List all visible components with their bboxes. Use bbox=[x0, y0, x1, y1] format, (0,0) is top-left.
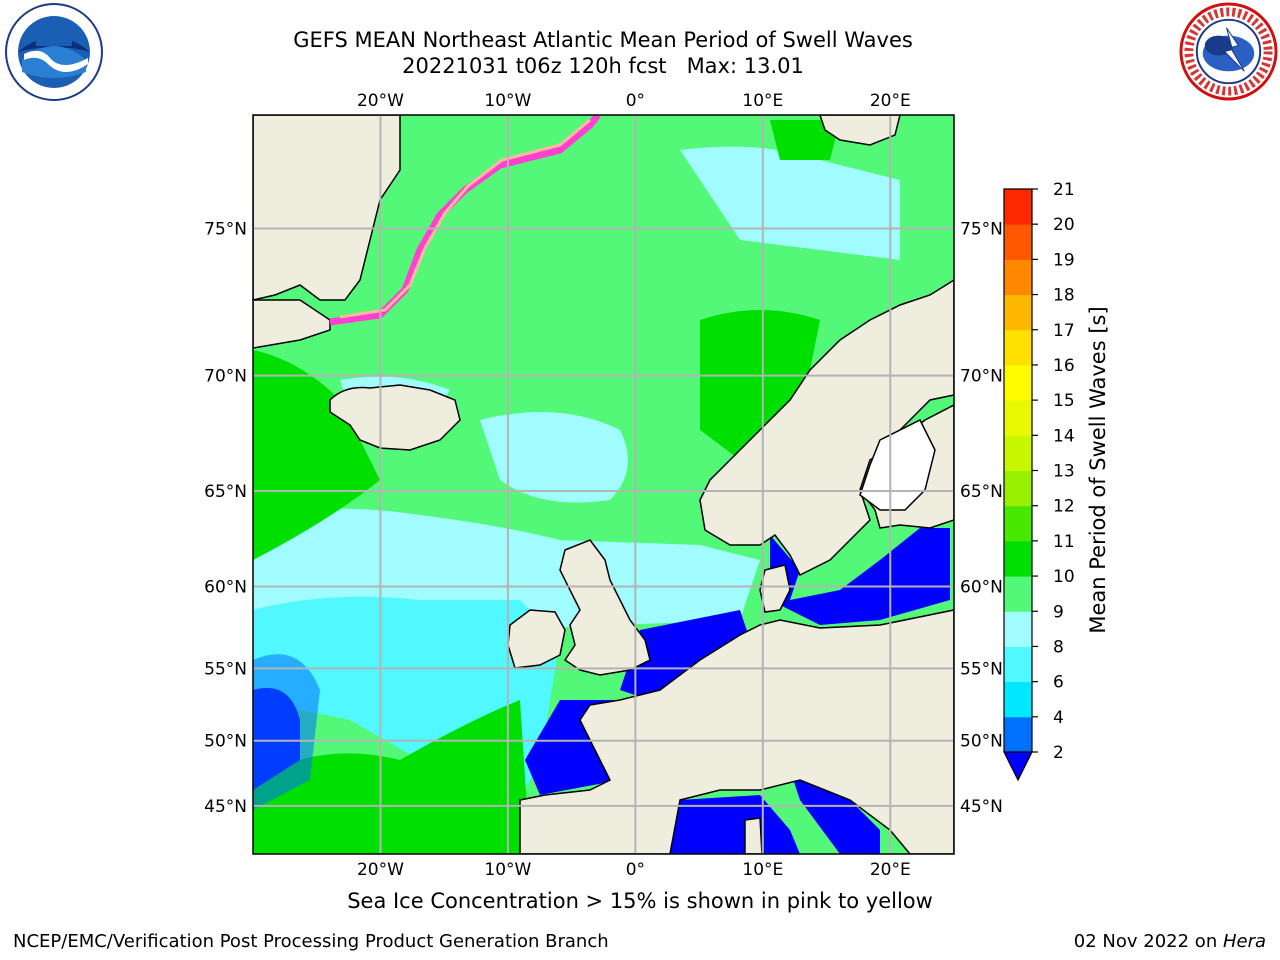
colorbar-swatch bbox=[1004, 540, 1032, 577]
lat-label-left: 55°N bbox=[204, 659, 247, 679]
map-tick-labels: 20°W 20°W 10°W 10°W 0° 0° 10°E 10°E 20°E 20°E 45°N… bbox=[204, 91, 1003, 880]
figure-subtitle: 20221031 t06z 120h fcst Max: 13.01 bbox=[402, 54, 804, 78]
colorbar-swatch bbox=[1004, 329, 1032, 366]
colorbar-swatch bbox=[1004, 435, 1032, 471]
colorbar-swatch bbox=[1004, 505, 1032, 542]
colorbar-tick-label: 15 bbox=[1053, 391, 1075, 411]
lat-label-left: 75°N bbox=[204, 219, 247, 239]
lat-label-left: 45°N bbox=[204, 797, 247, 817]
colorbar-swatch bbox=[1004, 470, 1032, 507]
colorbar-tick-label: 11 bbox=[1053, 532, 1075, 552]
lon-label-top: 20°E bbox=[870, 91, 911, 111]
footer-date-text: 02 Nov 2022 on bbox=[1073, 931, 1223, 952]
land-svalbard bbox=[819, 115, 901, 146]
land-great-britain bbox=[559, 539, 651, 676]
colorbar: 2 4 6 8 9 10 11 12 13 14 15 16 17 18 19 20 21 bbox=[1003, 180, 1075, 782]
swell-zone-9s-north bbox=[680, 146, 900, 260]
swell-zone-10s-w bbox=[253, 350, 380, 560]
swell-zone-2s-adriatic bbox=[790, 770, 880, 854]
water-bothnia bbox=[859, 418, 936, 511]
graticule bbox=[253, 115, 954, 854]
sea-ice-edge-inner bbox=[339, 118, 591, 319]
swell-zone-9s-central bbox=[480, 412, 628, 503]
lat-label-right: 55°N bbox=[960, 659, 1003, 679]
lon-label-bottom: 20°W bbox=[357, 860, 404, 880]
swell-zone-2s-baltic bbox=[770, 528, 950, 625]
sea-ice-caption: Sea Ice Concentration > 15% is shown in … bbox=[347, 889, 933, 913]
lon-label-bottom: 0° bbox=[626, 860, 645, 880]
colorbar-tick-label: 2 bbox=[1053, 743, 1064, 763]
lat-label-left: 70°N bbox=[204, 367, 247, 387]
lat-label-right: 75°N bbox=[960, 219, 1003, 239]
colorbar-tick-label: 19 bbox=[1053, 250, 1075, 270]
land-ireland bbox=[507, 609, 566, 669]
lon-label-bottom: 20°E bbox=[870, 860, 911, 880]
colorbar-swatch bbox=[1004, 294, 1032, 331]
lon-label-bottom: 10°E bbox=[742, 860, 783, 880]
lat-label-left: 50°N bbox=[204, 732, 247, 752]
colorbar-tick-label: 8 bbox=[1053, 637, 1064, 657]
colorbar-swatch bbox=[1004, 189, 1032, 225]
lat-label-right: 45°N bbox=[960, 797, 1003, 817]
colorbar-swatch bbox=[1004, 400, 1032, 436]
lon-label-top: 0° bbox=[626, 91, 645, 111]
swell-zone-10s-sw bbox=[253, 700, 530, 854]
lat-label-left: 60°N bbox=[204, 577, 247, 597]
colorbar-swatch bbox=[1004, 716, 1032, 753]
swell-zone-10s-n bbox=[770, 120, 840, 160]
land-greenland bbox=[253, 115, 401, 301]
lat-label-right: 65°N bbox=[960, 482, 1003, 502]
figure-title: GEFS MEAN Northeast Atlantic Mean Period… bbox=[293, 28, 913, 52]
colorbar-tick-label: 6 bbox=[1053, 673, 1064, 693]
footer-credit: NCEP/EMC/Verification Post Processing Pr… bbox=[13, 931, 609, 952]
colorbar-swatch bbox=[1004, 224, 1032, 260]
lat-label-right: 50°N bbox=[960, 732, 1003, 752]
colorbar-tick-label: 9 bbox=[1053, 602, 1064, 622]
colorbar-swatch bbox=[1004, 646, 1032, 683]
colorbar-swatch bbox=[1004, 364, 1032, 401]
land-iceland bbox=[329, 384, 461, 451]
footer-host: Hera bbox=[1222, 931, 1266, 952]
noaa-logo bbox=[5, 3, 103, 101]
colorbar-tick-label: 4 bbox=[1053, 708, 1064, 728]
lon-label-bottom: 10°W bbox=[484, 860, 531, 880]
lon-label-top: 20°W bbox=[357, 91, 404, 111]
lon-label-top: 10°W bbox=[484, 91, 531, 111]
colorbar-swatch bbox=[1004, 611, 1032, 647]
lat-label-right: 60°N bbox=[960, 577, 1003, 597]
nws-logo bbox=[1179, 2, 1278, 101]
lat-label-left: 65°N bbox=[204, 482, 247, 502]
footer-date: 02 Nov 2022 on Hera bbox=[1074, 931, 1266, 952]
map-frame bbox=[252, 114, 955, 855]
colorbar-under-arrow bbox=[1003, 751, 1033, 782]
colorbar-swatch bbox=[1004, 681, 1032, 718]
colorbar-tick-label: 17 bbox=[1053, 321, 1075, 341]
colorbar-swatch bbox=[1004, 576, 1032, 612]
colorbar-tick-label: 21 bbox=[1053, 180, 1075, 200]
lat-label-right: 70°N bbox=[960, 367, 1003, 387]
colorbar-tick-label: 18 bbox=[1053, 286, 1075, 306]
land-denmark bbox=[759, 564, 791, 613]
lon-label-top: 10°E bbox=[742, 91, 783, 111]
swell-zone-2s-med bbox=[670, 795, 800, 854]
swell-zone-4s-west bbox=[253, 654, 320, 810]
swell-zone-2s-channel bbox=[620, 610, 750, 700]
colorbar-tick-label: 20 bbox=[1053, 215, 1075, 235]
land-greenland-south bbox=[253, 299, 331, 349]
map-plot-area bbox=[253, 115, 954, 854]
land-continental-europe bbox=[519, 609, 954, 854]
colorbar-tick-label: 14 bbox=[1053, 426, 1075, 446]
colorbar-swatch bbox=[1004, 259, 1032, 296]
colorbar-tick-label: 13 bbox=[1053, 462, 1075, 482]
colorbar-tick-label: 12 bbox=[1053, 497, 1075, 517]
colorbar-label: Mean Period of Swell Waves [s] bbox=[1086, 306, 1110, 633]
land-sardinia bbox=[744, 817, 763, 854]
colorbar-tick-label: 16 bbox=[1053, 356, 1075, 376]
colorbar-tick-label: 10 bbox=[1053, 567, 1075, 587]
